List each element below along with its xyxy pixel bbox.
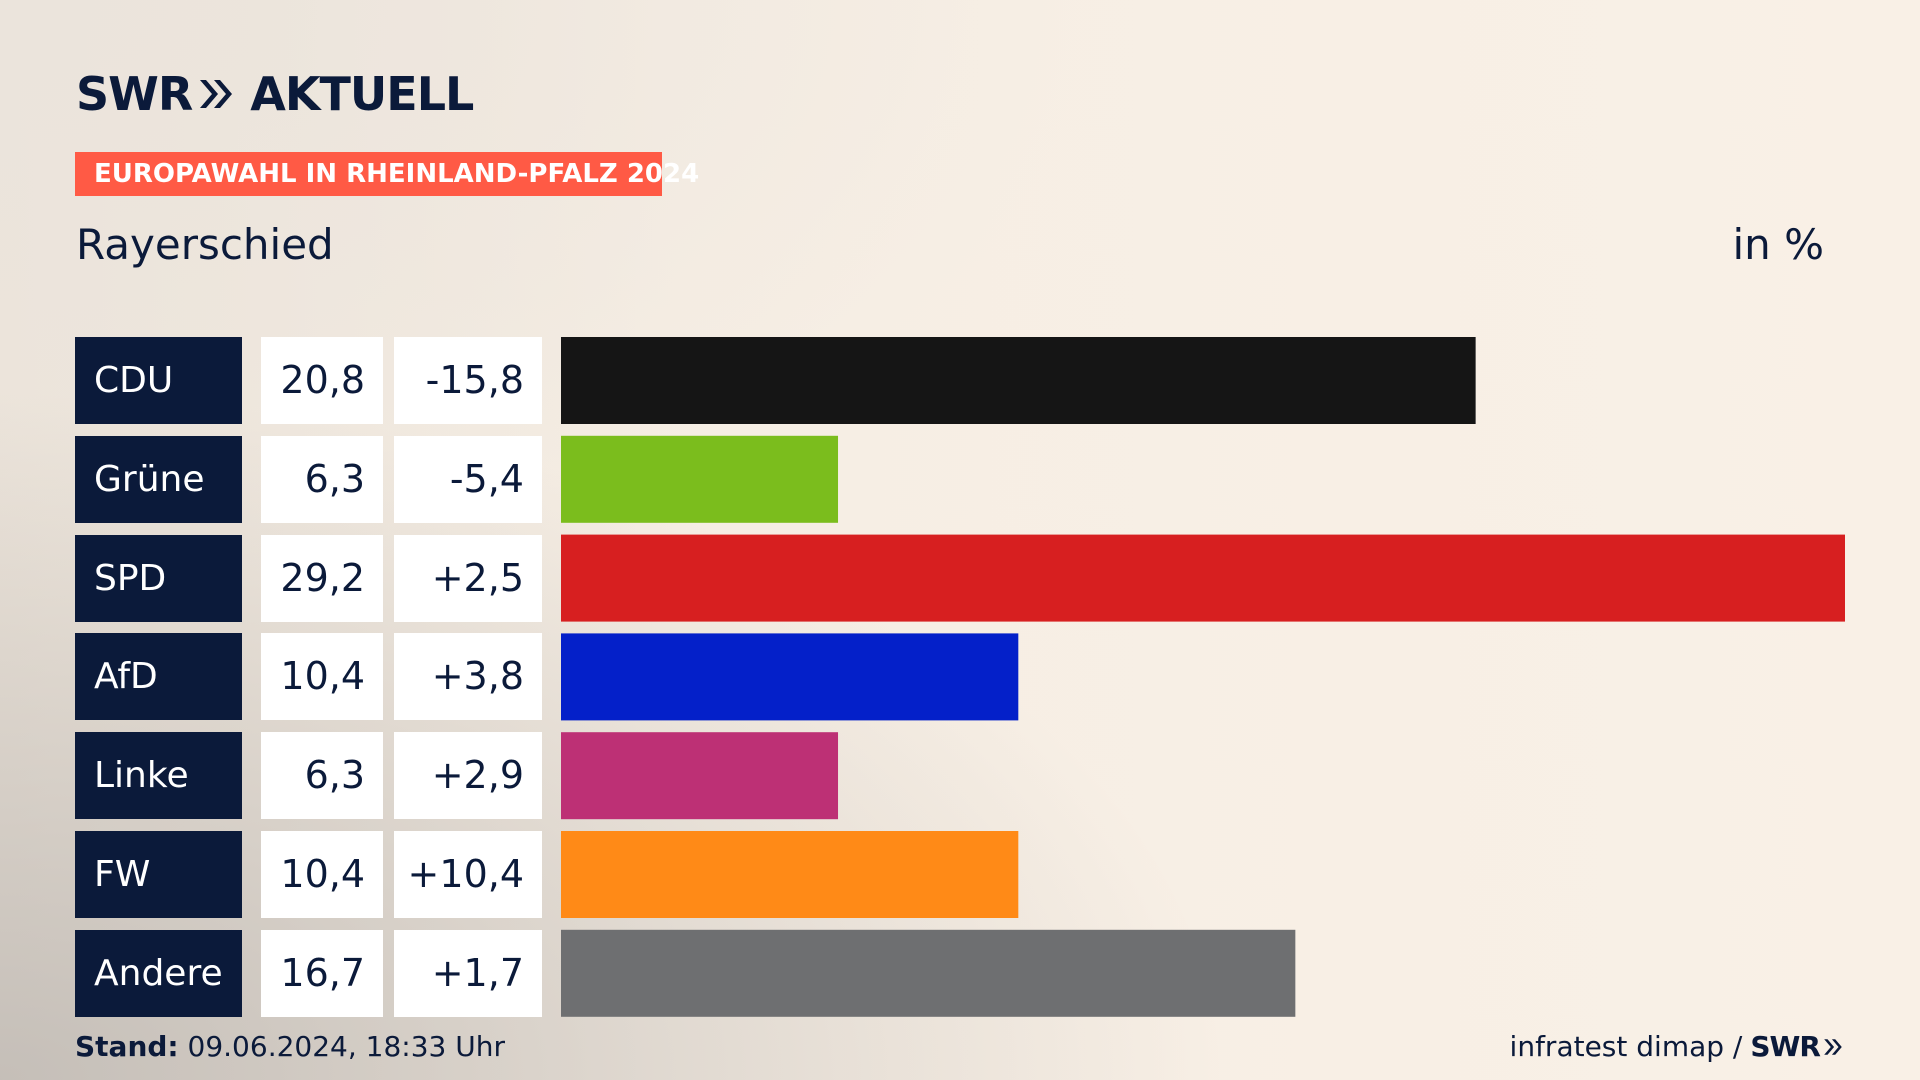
timestamp: Stand: 09.06.2024, 18:33 Uhr <box>75 1030 505 1063</box>
result-row: Grüne 6,3 -5,4 <box>75 435 1845 523</box>
party-label: FW <box>75 831 242 918</box>
result-value: 20,8 <box>261 337 383 424</box>
brand-name: SWR <box>76 67 193 121</box>
source-brand-name: SWR <box>1750 1030 1821 1063</box>
brand-suffix: AKTUELL <box>250 67 474 121</box>
result-value: 6,3 <box>261 732 383 820</box>
party-label: CDU <box>75 337 242 424</box>
result-row: FW 10,4 +10,4 <box>75 831 1845 918</box>
difference-value: -5,4 <box>394 435 542 523</box>
result-row: SPD 29,2 +2,5 <box>75 534 1845 622</box>
unit-label: in % <box>1732 220 1824 269</box>
source-text: infratest dimap / <box>1509 1030 1743 1063</box>
difference-value: +3,8 <box>394 633 542 721</box>
difference-value: -15,8 <box>394 337 542 424</box>
result-row: Linke 6,3 +2,9 <box>75 732 1845 820</box>
source-credit: infratest dimap / SWR <box>1510 1030 1844 1063</box>
election-badge: EUROPAWAHL IN RHEINLAND-PFALZ 2024 <box>75 152 699 196</box>
party-label: Linke <box>75 732 242 820</box>
result-value: 6,3 <box>261 435 383 523</box>
result-value: 10,4 <box>261 633 383 721</box>
result-value: 29,2 <box>261 534 383 622</box>
difference-value: +1,7 <box>394 929 542 1017</box>
party-label: Grüne <box>75 435 242 523</box>
result-row: Andere 16,7 +1,7 <box>75 929 1845 1017</box>
result-row: AfD 10,4 +3,8 <box>75 633 1845 721</box>
stand-value: 09.06.2024, 18:33 Uhr <box>187 1030 505 1063</box>
swr-aktuell-logo: SWR AKTUELL <box>76 64 474 124</box>
result-value: 10,4 <box>261 831 383 918</box>
stand-label: Stand: <box>75 1030 179 1063</box>
double-chevron-icon <box>200 80 233 108</box>
double-chevron-icon <box>1824 1038 1842 1055</box>
source-brand: SWR <box>1750 1030 1844 1063</box>
party-label: Andere <box>75 929 242 1017</box>
result-row: CDU 20,8 -15,8 <box>75 337 1845 424</box>
party-label: AfD <box>75 633 242 721</box>
difference-value: +2,5 <box>394 534 542 622</box>
party-label: SPD <box>75 534 242 622</box>
difference-value: +10,4 <box>394 831 542 918</box>
result-value: 16,7 <box>261 929 383 1017</box>
difference-value: +2,9 <box>394 732 542 820</box>
location-title: Rayerschied <box>76 220 334 269</box>
